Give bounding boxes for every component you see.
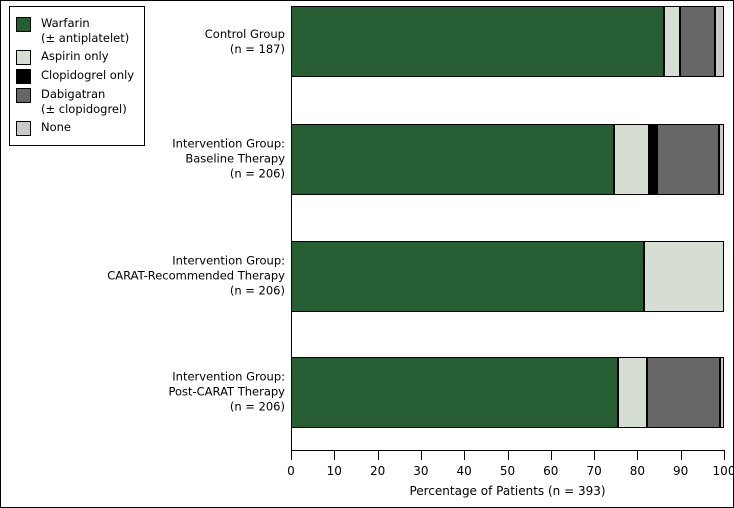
legend-item-warfarin: Warfarin (± antiplatelet) (16, 16, 140, 46)
x-axis-tick-label: 90 (673, 464, 689, 478)
category-line: Intervention Group: (172, 369, 285, 384)
legend-label: Clopidogrel only (41, 68, 135, 82)
plot-area: Percentage of Patients (n = 393) 0 10 20 30… (287, 1, 733, 507)
bar-segment-none (718, 124, 724, 195)
x-axis-tick (550, 451, 552, 460)
y-axis-line (291, 6, 292, 450)
x-axis-tick (724, 451, 725, 460)
x-axis-tick-label: 0 (287, 464, 295, 478)
bar-segment-clopidogrel-only (648, 124, 658, 195)
legend-item-none: None (16, 120, 140, 136)
x-axis-tick (334, 451, 336, 460)
category-line: Baseline Therapy (185, 151, 285, 166)
bar-segment-warfarin-antiplatelet (291, 6, 665, 77)
aspirin-only-swatch-icon (16, 50, 31, 65)
legend-item-clopidogrel-only: Clopidogrel only (16, 68, 140, 84)
bar-segment-aspirin-only (618, 357, 648, 428)
category-line: Post-CARAT Therapy (168, 384, 285, 399)
warfarin-swatch-icon (16, 17, 31, 32)
category-line: Control Group (204, 27, 285, 41)
category-line: Intervention Group: (172, 253, 285, 268)
none-swatch-icon (16, 121, 31, 136)
x-axis-tick-label: 10 (326, 464, 342, 478)
x-axis-tick (377, 451, 379, 460)
bar-segment-dabigatran-clopidogrel (657, 124, 719, 195)
x-axis-tick (637, 451, 639, 460)
x-axis-tick-label: 20 (369, 464, 386, 478)
category-label-post-carat-therapy: Intervention Group: Post-CARAT Therapy (… (1, 370, 285, 415)
legend-item-aspirin-only: Aspirin only (16, 49, 140, 65)
x-axis-tick-label: 50 (499, 464, 516, 478)
category-label-baseline-therapy: Intervention Group: Baseline Therapy (n … (1, 137, 285, 182)
category-line: (n = 206) (229, 283, 285, 298)
category-line: Intervention Group: (172, 136, 285, 151)
x-axis-tick-label: 80 (629, 464, 646, 478)
x-axis-line (291, 450, 725, 451)
legend-label: (± clopidogrel) (41, 102, 127, 116)
category-label-control-group: Control Group (n = 187) (1, 27, 285, 57)
legend-label: (± antiplatelet) (41, 31, 130, 45)
legend-label: Warfarin (41, 16, 90, 30)
x-axis-tick (594, 451, 596, 460)
bar-segment-aspirin-only (644, 241, 724, 312)
bar-segment-warfarin-antiplatelet (291, 124, 614, 195)
x-axis-tick-label: 100 (712, 464, 734, 478)
clopidogrel-only-swatch-icon (16, 69, 31, 84)
legend-label: Aspirin only (41, 49, 109, 63)
category-label-carat-recommended-therapy: Intervention Group: CARAT-Recommended Th… (1, 254, 285, 299)
category-line: CARAT-Recommended Therapy (107, 268, 285, 283)
x-axis-tick (420, 451, 422, 460)
x-axis-tick-label: 40 (456, 464, 472, 478)
x-axis-tick (291, 451, 292, 460)
x-axis-tick-label: 70 (586, 464, 602, 478)
x-axis-tick-label: 30 (413, 464, 429, 478)
bar-segment-aspirin-only (664, 6, 681, 77)
legend: Warfarin (± antiplatelet) Aspirin only C… (9, 6, 145, 146)
dabigatran-swatch-icon (16, 88, 31, 103)
bar-segment-none (719, 357, 724, 428)
x-axis-tick (507, 451, 509, 460)
bar-segment-warfarin-antiplatelet (291, 241, 645, 312)
category-line: (n = 187) (229, 42, 285, 56)
bar-segment-dabigatran-clopidogrel (647, 357, 720, 428)
x-axis-tick (680, 451, 682, 460)
bar-segment-warfarin-antiplatelet (291, 357, 619, 428)
category-line: (n = 206) (229, 166, 285, 181)
bar-segment-dabigatran-clopidogrel (680, 6, 715, 77)
legend-item-dabigatran: Dabigatran (± clopidogrel) (16, 87, 140, 117)
legend-label: None (41, 120, 72, 134)
x-axis-tick-label: 60 (543, 464, 559, 478)
legend-label: Dabigatran (41, 87, 106, 101)
category-line: (n = 206) (229, 399, 285, 414)
x-axis-tick (464, 451, 466, 460)
bar-segment-aspirin-only (613, 124, 649, 195)
x-axis-title: Percentage of Patients (n = 393) (409, 484, 606, 498)
bar-segment-none (714, 6, 724, 77)
